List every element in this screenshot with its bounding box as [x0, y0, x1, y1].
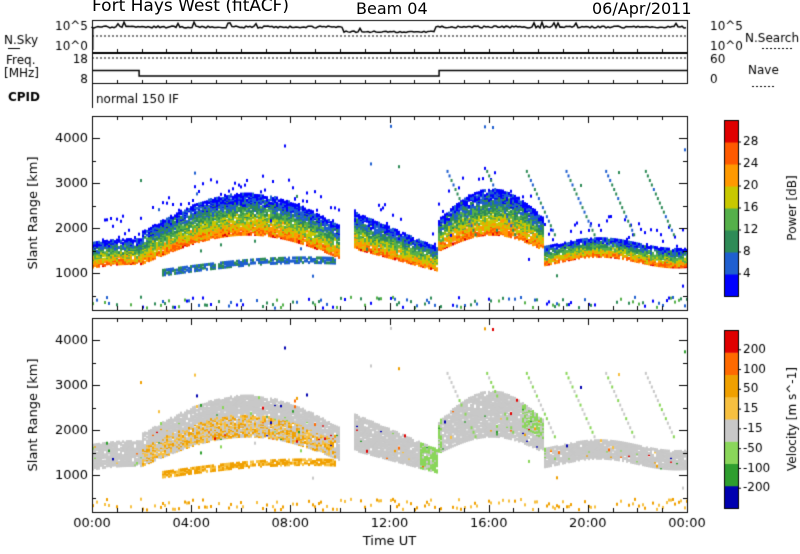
date-label: 06/Apr/2011	[592, 0, 692, 18]
station-title: Fort Hays West (fitACF)	[92, 0, 289, 16]
beam-label: Beam 04	[356, 0, 428, 18]
